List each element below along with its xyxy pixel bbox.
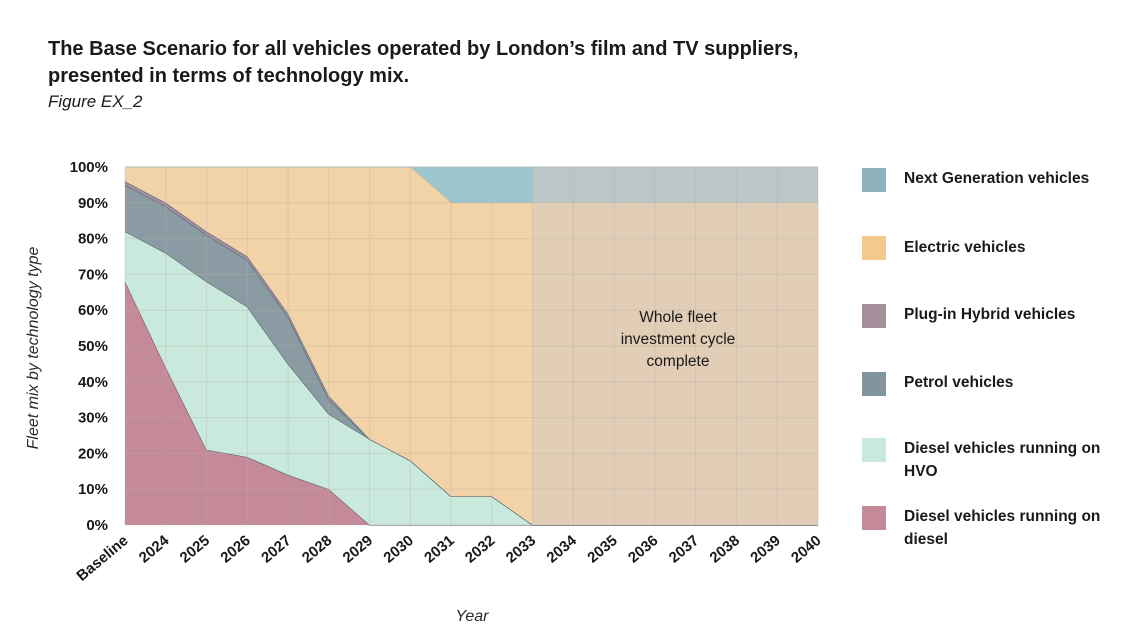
legend-item: Diesel vehicles running on HVO [862,438,1104,483]
y-tick-label: 70% [78,266,108,283]
legend-item: Plug-in Hybrid vehicles [862,304,1104,328]
x-tick-label: 2027 [258,532,294,566]
legend-label: Electric vehicles [904,239,1026,256]
x-tick-label: 2040 [788,532,824,566]
legend-item: Electric vehicles [862,236,1104,260]
legend-label: Petrol vehicles [904,374,1014,391]
x-tick-label: 2025 [177,532,213,566]
legend-swatch-plugin-hybrid [862,304,886,328]
x-tick-label: 2034 [543,532,580,567]
y-tick-label: 20% [78,445,108,462]
x-tick-label: 2032 [462,532,498,566]
y-tick-label: 60% [78,302,108,319]
x-tick-label: 2037 [666,532,702,566]
page-title: The Base Scenario for all vehicles opera… [48,38,799,87]
legend-swatch-next-generation [862,168,886,192]
annotation-text: investment cycle [621,331,736,348]
legend-label: Next Generation vehicles [904,170,1090,187]
area-diesel-vehicles-running-on-diesel [125,281,818,525]
annotation-text: Whole fleet [639,309,717,326]
x-tick-label: 2038 [707,532,743,566]
x-tick-label: 2031 [421,532,457,566]
area-diesel-vehicles-running-on-hvo [125,231,818,525]
x-tick-label: 2039 [747,532,783,566]
x-tick-label: 2029 [340,532,376,566]
legend-swatch-petrol [862,372,886,396]
x-tick-label: 2035 [584,532,620,566]
y-tick-label: 50% [78,338,108,355]
y-tick-label: 10% [78,481,108,498]
legend-label: Plug-in Hybrid vehicles [904,306,1076,323]
legend-label: Diesel vehicles running on HVO [904,440,1101,480]
figure-label: Figure EX_2 [48,92,143,111]
y-tick-label: 30% [78,410,108,427]
legend-item: Diesel vehicles running on diesel [862,506,1104,551]
x-axis-title: Year [456,608,490,625]
x-tick-label: 2028 [299,532,335,566]
legend-item: Petrol vehicles [862,372,1104,396]
y-tick-label: 100% [70,159,108,176]
y-tick-label: 0% [86,517,108,534]
y-tick-label: 40% [78,374,108,391]
legend-label: Diesel vehicles running on diesel [904,508,1101,548]
legend-item: Next Generation vehicles [862,168,1104,192]
legend-swatch-diesel [862,506,886,530]
legend-swatch-electric [862,236,886,260]
x-tick-label: 2030 [380,532,416,566]
y-axis-title: Fleet mix by technology type [25,247,42,450]
y-tick-label: 80% [78,231,108,248]
x-tick-label: Baseline [73,532,131,585]
x-tick-label: 2036 [625,532,661,566]
x-tick-label: 2026 [217,532,253,566]
x-tick-label: 2033 [503,532,539,566]
y-tick-label: 90% [78,195,108,212]
shaded-region [532,167,818,525]
annotation-text: complete [647,353,710,370]
x-tick-label: 2024 [136,532,173,567]
legend-swatch-diesel-hvo [862,438,886,462]
